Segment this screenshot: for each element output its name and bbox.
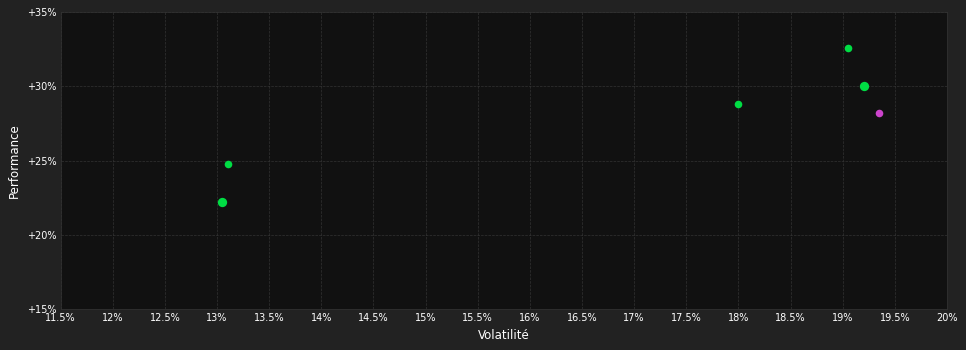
Point [871, 110, 887, 116]
Point [730, 102, 746, 107]
Point [214, 199, 230, 205]
Point [220, 161, 236, 166]
Point [856, 84, 871, 89]
Point [840, 45, 856, 51]
Y-axis label: Performance: Performance [9, 123, 21, 198]
X-axis label: Volatilité: Volatilité [478, 329, 529, 342]
